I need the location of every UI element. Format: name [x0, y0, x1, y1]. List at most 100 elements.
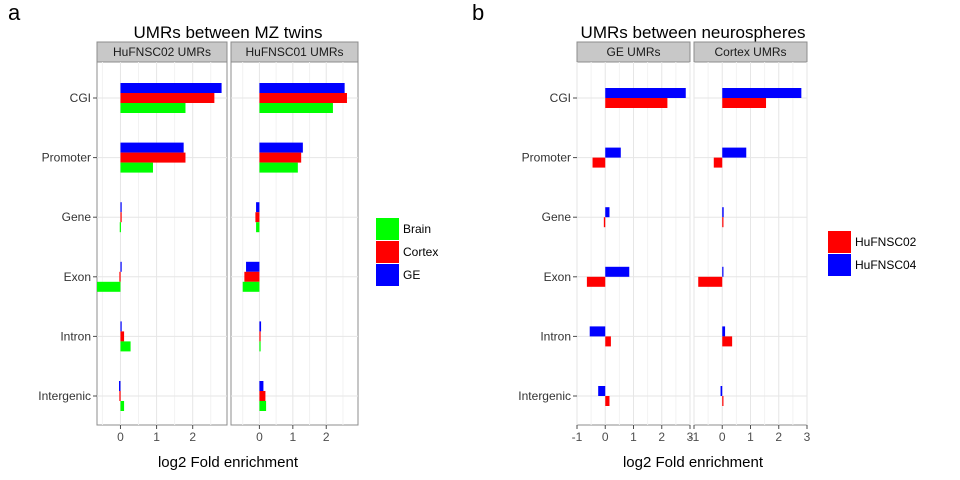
bar [722, 266, 724, 277]
x-axis-label-b: log2 Fold enrichment [623, 454, 764, 471]
bar [598, 386, 606, 396]
facet-strip-label: HuFNSC02 UMRs [113, 45, 211, 59]
bar [120, 401, 125, 411]
bar [722, 217, 724, 228]
bar [713, 157, 723, 168]
bar [592, 157, 606, 168]
category-labels-b: CGI Promoter Gene Exon Intron Intergenic [518, 91, 577, 403]
x-tick-label: 1 [747, 430, 754, 444]
facet-strip-label: HuFNSC01 UMRs [245, 45, 343, 59]
category-label: CGI [550, 91, 571, 105]
bar [722, 336, 733, 347]
bar [255, 212, 260, 223]
x-tick-label: 2 [189, 430, 196, 444]
bar [586, 276, 606, 287]
bar [605, 336, 611, 347]
bar [120, 341, 131, 352]
bar [120, 261, 122, 272]
bar [119, 271, 121, 282]
bar [246, 261, 260, 272]
bar [259, 401, 267, 411]
x-tick-label: 3 [804, 430, 811, 444]
category-label: Intergenic [518, 389, 571, 403]
bar [605, 396, 610, 406]
category-label: Promoter [522, 151, 571, 165]
panel-letter-a: a [8, 0, 21, 25]
legend-swatch [376, 241, 399, 263]
facet-b-2: Cortex UMRs -1 0 1 2 3 [689, 41, 811, 444]
bar [244, 271, 260, 282]
legend-swatch [828, 254, 851, 276]
x-tick-label: -1 [572, 430, 583, 444]
bar [120, 142, 184, 153]
bar [120, 321, 122, 332]
bar [256, 222, 260, 233]
legend-label: GE [403, 268, 420, 282]
x-tick-label: 0 [719, 430, 726, 444]
x-tick-label: -1 [689, 430, 700, 444]
bar [722, 88, 802, 98]
bar [722, 207, 724, 218]
bar [698, 276, 723, 287]
bar [603, 217, 606, 228]
x-tick-label: 1 [153, 430, 160, 444]
bar [722, 147, 747, 158]
facet-a-1: HuFNSC02 UMRs 0 1 2 [96, 41, 228, 444]
bar [605, 98, 668, 108]
category-label: Intergenic [38, 389, 91, 403]
chart-title-a: UMRs between MZ twins [134, 23, 323, 42]
x-tick-label: 2 [658, 430, 665, 444]
bar [120, 83, 222, 93]
legend-swatch [376, 264, 399, 286]
legend-label: Cortex [403, 245, 438, 259]
bar [605, 266, 630, 277]
bar [242, 281, 260, 292]
bar [120, 162, 153, 173]
bar [722, 396, 724, 406]
bar [259, 341, 261, 352]
facet-panel [230, 61, 359, 426]
category-label: Intron [60, 329, 91, 343]
legend-label: Brain [403, 222, 431, 236]
category-label: Gene [542, 210, 572, 224]
chart-title-b: UMRs between neurospheres [581, 23, 806, 42]
x-tick-label: 1 [289, 430, 296, 444]
category-labels-a: CGI Promoter Gene Exon Intron Intergenic [38, 91, 97, 403]
bar [97, 281, 121, 292]
chart-a: a UMRs between MZ twins log2 Fold enrich… [8, 0, 438, 471]
panel-letter-b: b [472, 0, 484, 25]
category-label: Exon [64, 270, 91, 284]
x-axis-label-a: log2 Fold enrichment [158, 454, 299, 471]
bar [259, 321, 262, 332]
facet-b-1: GE UMRs -1 0 1 2 3 [572, 41, 694, 444]
legend-label: HuFNSC04 [855, 258, 917, 272]
bar [259, 93, 347, 103]
bar [119, 391, 121, 401]
legend-swatch [376, 218, 399, 240]
x-tick-label: 2 [323, 430, 330, 444]
x-tick-label: 2 [775, 430, 782, 444]
facet-strip-label: GE UMRs [607, 45, 661, 59]
bar [120, 202, 122, 213]
facet-strip-label: Cortex UMRs [714, 45, 786, 59]
bar [259, 152, 302, 163]
category-label: Promoter [42, 151, 91, 165]
bar [120, 103, 186, 113]
bar [120, 93, 215, 103]
category-label: Exon [544, 270, 571, 284]
legend-a: Brain Cortex GE [376, 218, 438, 286]
category-label: Intron [540, 329, 571, 343]
bar [120, 331, 125, 342]
bar [259, 381, 264, 391]
chart-b: b UMRs between neurospheres log2 Fold en… [472, 0, 917, 471]
bar [605, 207, 610, 218]
bar [259, 83, 345, 93]
x-tick-label: 0 [256, 430, 263, 444]
facet-strip [96, 41, 228, 63]
category-label: CGI [70, 91, 91, 105]
bar [722, 326, 726, 337]
bar [259, 162, 298, 173]
bar [120, 212, 122, 223]
legend-label: HuFNSC02 [855, 235, 917, 249]
